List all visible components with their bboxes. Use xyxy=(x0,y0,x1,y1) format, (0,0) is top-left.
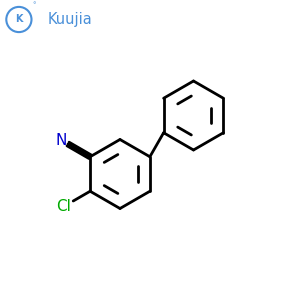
Text: Cl: Cl xyxy=(56,199,71,214)
Text: K: K xyxy=(15,14,23,25)
Text: N: N xyxy=(56,133,67,148)
Text: Kuujia: Kuujia xyxy=(48,12,93,27)
Text: °: ° xyxy=(32,2,36,8)
